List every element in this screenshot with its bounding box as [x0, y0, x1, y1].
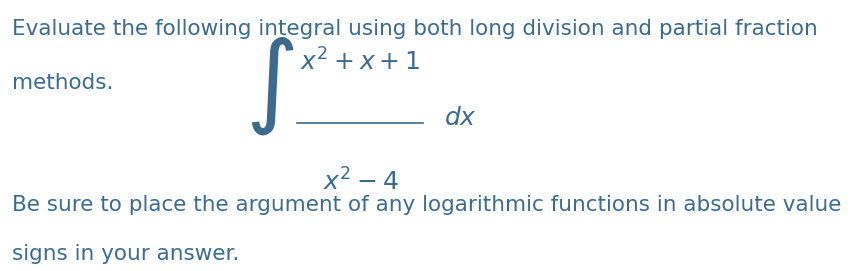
Text: Be sure to place the argument of any logarithmic functions in absolute value: Be sure to place the argument of any log…	[12, 195, 841, 215]
Text: Evaluate the following integral using both long division and partial fraction: Evaluate the following integral using bo…	[12, 19, 818, 39]
Text: $x^2 - 4$: $x^2 - 4$	[323, 168, 398, 195]
Text: $\int$: $\int$	[245, 34, 294, 137]
Text: methods.: methods.	[12, 73, 113, 93]
Text: $x^2 + x + 1$: $x^2 + x + 1$	[300, 49, 421, 76]
Text: $dx$: $dx$	[444, 106, 477, 130]
Text: signs in your answer.: signs in your answer.	[12, 244, 240, 264]
